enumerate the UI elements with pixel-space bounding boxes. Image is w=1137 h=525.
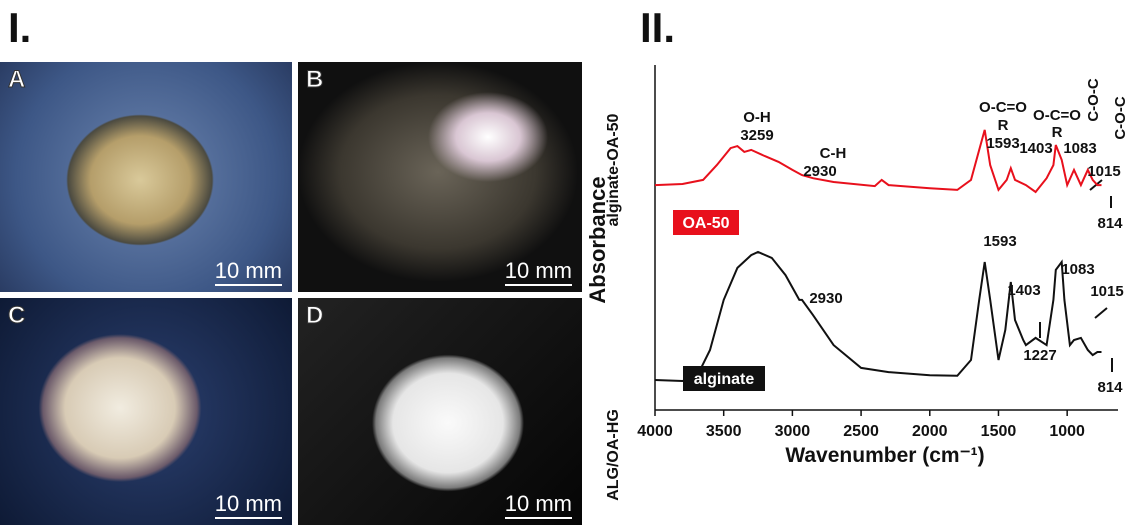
x-tick-label: 4000 bbox=[637, 423, 673, 440]
peak-annotation: 814 bbox=[1097, 379, 1123, 396]
peak-annotation: 1593 bbox=[983, 233, 1016, 250]
legend-label: OA-50 bbox=[682, 215, 729, 232]
peak-annotation: O-H bbox=[743, 109, 771, 126]
peak-annotation: 3259 bbox=[740, 127, 773, 144]
x-tick-label: 2500 bbox=[843, 423, 879, 440]
peak-annotation: 1083 bbox=[1063, 140, 1096, 157]
peak-annotation: C-O-C bbox=[1085, 78, 1102, 121]
legend-label: alginate bbox=[694, 371, 755, 388]
peak-annotation: 1403 bbox=[1019, 140, 1052, 157]
peak-annotation: 1403 bbox=[1007, 282, 1040, 299]
peak-annotation: 2930 bbox=[809, 290, 842, 307]
peak-annotation: R bbox=[998, 117, 1009, 134]
peak-annotation: 2930 bbox=[803, 163, 836, 180]
figure: {"figure_labels": ["I.", "II."], "photos… bbox=[0, 0, 1137, 525]
x-tick-label: 2000 bbox=[912, 423, 948, 440]
peak-annotation: C-H bbox=[820, 145, 847, 162]
peak-annotation: R bbox=[1052, 124, 1063, 141]
side-label: ALG/OA-HG bbox=[605, 409, 622, 501]
x-tick-label: 1000 bbox=[1049, 423, 1085, 440]
peak-annotation: 1227 bbox=[1023, 347, 1056, 364]
peak-annotation: 1015 bbox=[1087, 163, 1120, 180]
x-axis-label: Wavenumber (cm⁻¹) bbox=[785, 444, 984, 467]
peak-annotation: O-C=O bbox=[1033, 107, 1081, 124]
x-tick-label: 1500 bbox=[981, 423, 1017, 440]
peak-annotation: O-C=O bbox=[979, 99, 1027, 116]
peak-annotation: 1083 bbox=[1061, 261, 1094, 278]
x-tick-label: 3500 bbox=[706, 423, 742, 440]
peak-annotation: C-O-C bbox=[1112, 96, 1129, 139]
peak-annotation: 1593 bbox=[986, 135, 1019, 152]
peak-annotation: 1015 bbox=[1090, 283, 1123, 300]
peak-annotation: 814 bbox=[1097, 215, 1123, 232]
spectrum-chart: Absorbance alginate-OA-50 ALG/OA-HG Wave… bbox=[0, 0, 1137, 525]
x-tick-label: 3000 bbox=[775, 423, 811, 440]
side-label: alginate-OA-50 bbox=[605, 113, 622, 226]
